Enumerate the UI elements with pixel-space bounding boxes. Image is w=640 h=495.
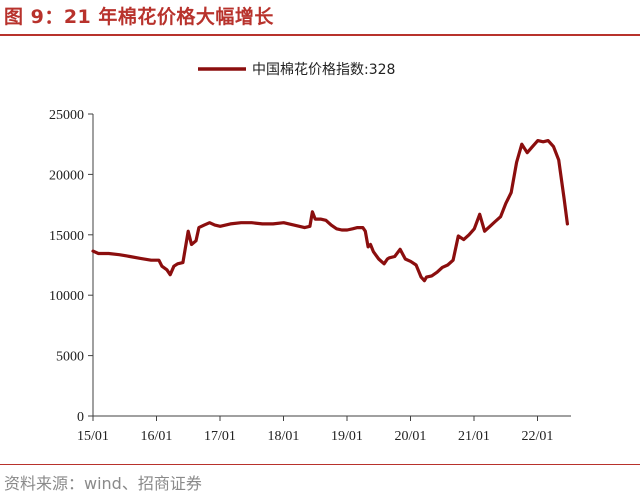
legend: 中国棉花价格指数:328 (198, 61, 395, 78)
footer-divider (0, 464, 640, 465)
y-tick-label: 10000 (49, 289, 84, 304)
x-tick-label: 22/01 (522, 429, 554, 444)
legend-label: 中国棉花价格指数:328 (252, 61, 395, 78)
x-tick-label: 17/01 (204, 429, 236, 444)
x-tick-label: 15/01 (77, 429, 109, 444)
y-tick-label: 25000 (49, 108, 84, 123)
series-line (91, 139, 569, 283)
x-tick-label: 20/01 (395, 429, 427, 444)
y-tick-label: 5000 (56, 350, 84, 365)
y-tick-label: 0 (77, 410, 84, 425)
plot-area: 0 5000 10000 15000 20000 25000 15/01 16/01 17/01… (49, 108, 571, 444)
source-note: 资料来源：wind、招商证券 (4, 474, 202, 493)
x-tick-label: 16/01 (141, 429, 173, 444)
x-tick-label: 21/01 (458, 429, 490, 444)
figure-title: 图 9：21 年棉花价格大幅增长 (4, 6, 274, 28)
x-tick-label: 18/01 (268, 429, 300, 444)
y-tick-label: 15000 (49, 229, 84, 244)
x-tick-label: 19/01 (331, 429, 363, 444)
y-tick-label: 20000 (49, 168, 84, 183)
title-divider (0, 34, 640, 36)
